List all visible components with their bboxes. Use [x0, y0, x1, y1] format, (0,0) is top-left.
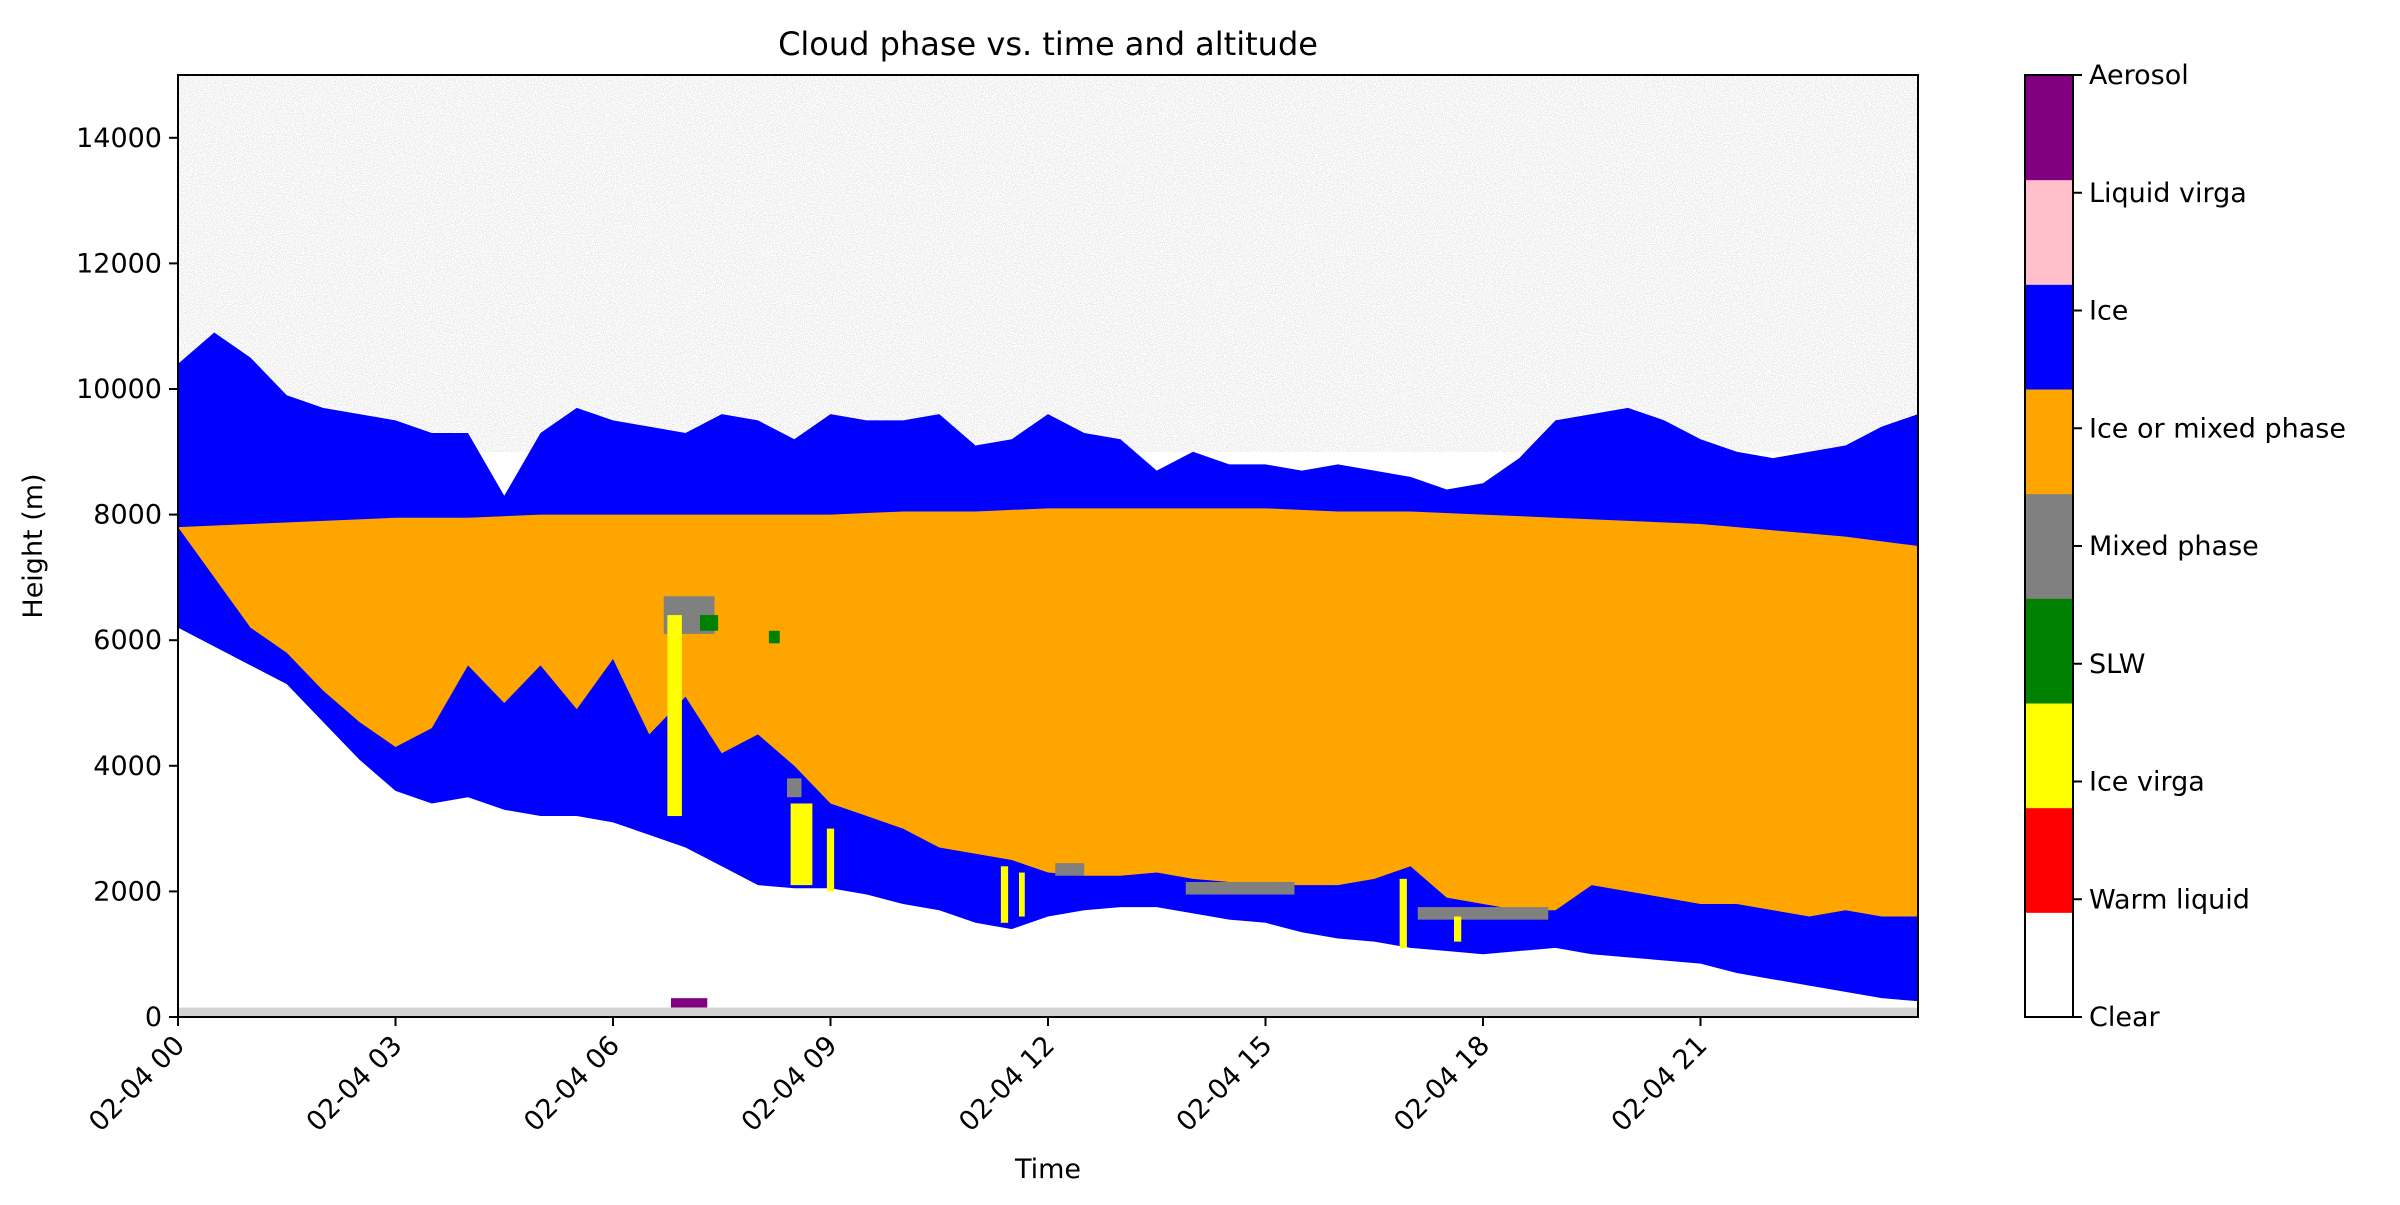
ice-virga-segment — [790, 803, 813, 886]
colorbar-swatch — [2025, 598, 2073, 704]
mixed-phase-segment — [1417, 907, 1549, 920]
ice-virga-segment — [826, 828, 835, 892]
ice-virga-segment — [1000, 866, 1009, 923]
colorbar-label: Liquid virga — [2089, 178, 2247, 209]
ice-virga-segment — [1019, 872, 1025, 917]
colorbar-swatch — [2025, 807, 2073, 913]
colorbar-label: Mixed phase — [2089, 531, 2259, 562]
ice-virga-segment — [1399, 878, 1407, 948]
x-tick-label: 02-04 00 — [83, 1030, 191, 1138]
colorbar-swatch — [2025, 493, 2073, 599]
x-axis-label: Time — [1014, 1154, 1081, 1185]
colorbar-swatch — [2025, 389, 2073, 495]
x-tick-label: 02-04 09 — [736, 1030, 844, 1138]
colorbar-swatch — [2025, 284, 2073, 390]
y-tick-label: 12000 — [76, 248, 162, 279]
ice-virga-segment — [1454, 916, 1462, 942]
y-axis: 0 2000 4000 6000 8000 10000 12000 14000 — [76, 123, 178, 1033]
x-tick-label: 02-04 06 — [518, 1030, 626, 1138]
colorbar-label: SLW — [2089, 649, 2145, 680]
clear-air-noise — [178, 75, 1918, 452]
ice-virga-segment — [667, 615, 682, 817]
plot-area — [178, 75, 1918, 1017]
x-tick-label: 02-04 18 — [1388, 1030, 1496, 1138]
colorbar-label: Ice or mixed phase — [2089, 413, 2346, 444]
x-axis: 02-04 00 02-04 03 02-04 06 02-04 09 02-04 12… — [83, 1017, 1713, 1138]
y-axis-label: Height (m) — [18, 473, 49, 618]
colorbar-label: Ice — [2089, 296, 2128, 327]
ice-or-mixed-phase-region — [178, 508, 1918, 917]
chart-title: Cloud phase vs. time and altitude — [778, 25, 1318, 63]
slw-segment — [768, 630, 780, 644]
surface-noise-band — [178, 1007, 1918, 1017]
y-tick-label: 14000 — [76, 123, 162, 154]
colorbar-swatch — [2025, 912, 2073, 1018]
y-tick-label: 4000 — [93, 751, 162, 782]
x-tick-label: 02-04 21 — [1606, 1030, 1714, 1138]
colorbar-label: Clear — [2089, 1002, 2161, 1033]
aerosol-segment — [671, 998, 708, 1008]
y-tick-label: 8000 — [93, 500, 162, 531]
y-tick-label: 6000 — [93, 625, 162, 656]
colorbar-swatch — [2025, 75, 2073, 181]
y-tick-label: 10000 — [76, 374, 162, 405]
slw-segment — [700, 615, 719, 631]
colorbar-label: Warm liquid — [2089, 884, 2250, 915]
colorbar-frame — [2024, 74, 2074, 1018]
colorbar-label: Aerosol — [2089, 60, 2189, 91]
x-tick-label: 02-04 03 — [301, 1030, 409, 1138]
colorbar-label: Ice virga — [2089, 767, 2205, 798]
y-tick-label: 2000 — [93, 876, 162, 907]
mixed-phase-segment — [1185, 881, 1295, 895]
x-tick-label: 02-04 15 — [1171, 1030, 1279, 1138]
colorbar-swatch — [2025, 179, 2073, 285]
x-tick-label: 02-04 12 — [953, 1030, 1061, 1138]
mixed-phase-segment — [787, 778, 802, 798]
colorbar: Clear Warm liquid Ice virga SLW Mixed phase I… — [2024, 60, 2346, 1033]
mixed-phase-segment — [1055, 863, 1085, 876]
colorbar-swatch — [2025, 703, 2073, 809]
y-tick-label: 0 — [145, 1002, 162, 1033]
